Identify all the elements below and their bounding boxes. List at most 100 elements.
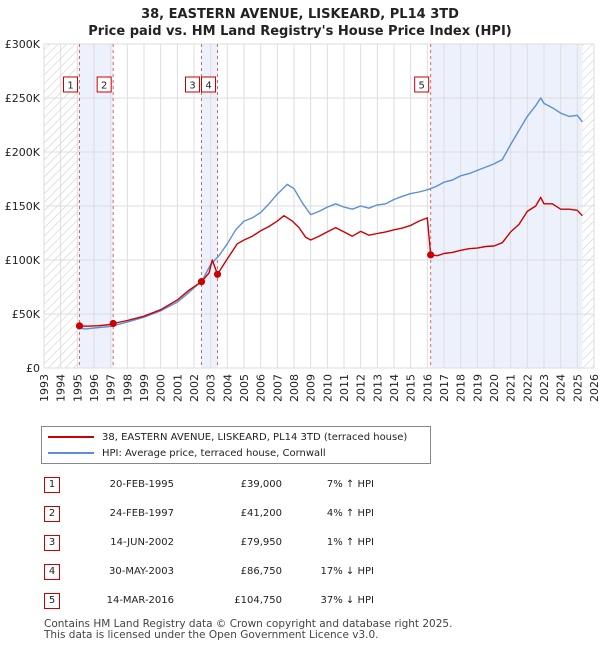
x-tick-label: 1995 <box>71 374 84 402</box>
x-tick-label: 2024 <box>555 374 568 402</box>
hpi-series-line <box>77 97 583 330</box>
transaction-point <box>109 319 117 328</box>
x-tick-label: 2010 <box>321 374 334 402</box>
sale-marker-badge: 4 <box>44 563 60 580</box>
x-tick-label: 1994 <box>55 374 68 402</box>
x-tick-label: 2018 <box>455 374 468 402</box>
sale-price: £86,750 <box>240 566 282 577</box>
table-row: 4 30-MAY-2003 £86,750 17% ↓ HPI <box>40 557 374 586</box>
sale-marker-badge: 1 <box>44 476 60 493</box>
table-row: 5 14-MAR-2016 £104,750 37% ↓ HPI <box>40 586 374 615</box>
x-tick-label: 2015 <box>405 374 418 402</box>
legend-item-hpi: HPI: Average price, terraced house, Corn… <box>48 445 326 461</box>
x-tick-label: 2026 <box>588 374 600 402</box>
sale-marker-badge: 5 <box>44 592 60 609</box>
sale-price: £104,750 <box>234 595 282 606</box>
transaction-marker-label: 2 <box>101 81 107 92</box>
x-tick-label: 1997 <box>105 374 118 402</box>
x-tick-label: 2022 <box>521 374 534 402</box>
legend-swatch-property <box>48 436 94 438</box>
footer-attribution: Contains HM Land Registry data © Crown c… <box>44 619 452 641</box>
x-tick-label: 2008 <box>288 374 301 402</box>
transaction-point <box>75 322 84 330</box>
x-tick-label: 2019 <box>471 374 484 402</box>
y-tick-label: £50K <box>12 308 41 321</box>
sales-table: 1 20-FEB-1995 £39,000 7% ↑ HPI 2 24-FEB-… <box>40 470 374 615</box>
transaction-point <box>213 270 222 278</box>
x-tick-label: 1996 <box>88 374 101 402</box>
y-tick-label: £0 <box>26 362 40 375</box>
x-tick-label: 2025 <box>571 374 584 402</box>
x-tick-label: 2017 <box>438 374 451 402</box>
transaction-marker-box <box>96 76 112 93</box>
x-tick-label: 2001 <box>171 374 184 402</box>
sale-price: £41,200 <box>240 508 282 519</box>
sale-hpi-diff: 4% ↑ HPI <box>326 508 374 519</box>
y-tick-label: £100K <box>5 254 41 267</box>
transaction-marker-label: 4 <box>205 81 211 92</box>
legend-label-property: 38, EASTERN AVENUE, LISKEARD, PL14 3TD (… <box>102 431 408 443</box>
sale-hpi-diff: 17% ↓ HPI <box>320 566 374 577</box>
legend-label-hpi: HPI: Average price, terraced house, Corn… <box>102 447 326 459</box>
x-tick-label: 2021 <box>505 374 518 402</box>
x-tick-label: 2002 <box>188 374 201 402</box>
transaction-marker-label: 5 <box>418 81 424 92</box>
transaction-marker-2: 2 <box>96 76 112 93</box>
x-tick-label: 2016 <box>421 374 434 402</box>
transaction-marker-3: 3 <box>185 76 200 93</box>
transaction-marker-5: 5 <box>414 76 430 93</box>
x-tick-label: 2013 <box>371 374 384 402</box>
footer-line2: This data is licensed under the Open Gov… <box>44 629 379 641</box>
transaction-marker-4: 4 <box>201 76 216 93</box>
sale-date: 14-JUN-2002 <box>110 537 174 548</box>
sale-price: £39,000 <box>240 479 282 490</box>
x-tick-label: 1998 <box>121 374 134 402</box>
x-tick-label: 1999 <box>138 374 151 402</box>
sale-hpi-diff: 1% ↑ HPI <box>326 537 374 548</box>
sale-date: 24-FEB-1997 <box>109 508 174 519</box>
sale-marker-badge: 3 <box>44 534 60 551</box>
transaction-marker-label: 3 <box>189 81 195 92</box>
y-tick-label: £300K <box>5 38 41 51</box>
sale-date: 14-MAR-2016 <box>106 595 174 606</box>
footer-line1: Contains HM Land Registry data © Crown c… <box>44 618 453 630</box>
transaction-marker-box <box>185 76 200 93</box>
x-tick-label: 2020 <box>488 374 501 402</box>
sale-date: 30-MAY-2003 <box>108 566 174 577</box>
legend-item-property: 38, EASTERN AVENUE, LISKEARD, PL14 3TD (… <box>48 429 407 445</box>
chart-title-line1: 38, EASTERN AVENUE, LISKEARD, PL14 3TD <box>141 7 459 22</box>
sale-date: 20-FEB-1995 <box>109 479 174 490</box>
table-row: 1 20-FEB-1995 £39,000 7% ↑ HPI <box>40 470 374 499</box>
transaction-marker-1: 1 <box>63 76 78 93</box>
x-tick-label: 2007 <box>271 374 284 402</box>
x-tick-label: 2014 <box>388 374 401 402</box>
x-tick-label: 2011 <box>338 374 351 402</box>
y-tick-label: £200K <box>5 146 41 159</box>
transaction-marker-box <box>201 76 216 93</box>
chart-title: 38, EASTERN AVENUE, LISKEARD, PL14 3TD P… <box>0 6 600 40</box>
x-tick-label: 2000 <box>155 374 168 402</box>
sale-hpi-diff: 37% ↓ HPI <box>320 595 374 606</box>
y-tick-label: £150K <box>5 200 41 213</box>
transaction-point <box>197 278 206 286</box>
transaction-point <box>427 251 435 259</box>
legend-swatch-hpi <box>48 452 94 454</box>
x-tick-label: 1993 <box>38 374 51 402</box>
sale-price: £79,950 <box>240 537 282 548</box>
table-row: 2 24-FEB-1997 £41,200 4% ↑ HPI <box>40 499 374 528</box>
x-tick-label: 2003 <box>205 374 218 402</box>
x-tick-label: 2012 <box>355 374 368 402</box>
transaction-marker-label: 1 <box>67 81 73 92</box>
x-tick-label: 2006 <box>255 374 268 402</box>
table-row: 3 14-JUN-2002 £79,950 1% ↑ HPI <box>40 528 374 557</box>
transaction-marker-box <box>414 76 430 93</box>
chart-title-line2: Price paid vs. HM Land Registry's House … <box>88 24 512 39</box>
x-tick-label: 2009 <box>305 374 318 402</box>
chart-legend: 38, EASTERN AVENUE, LISKEARD, PL14 3TD (… <box>41 426 431 464</box>
x-tick-label: 2004 <box>221 374 234 402</box>
sale-hpi-diff: 7% ↑ HPI <box>326 479 374 490</box>
sale-marker-badge: 2 <box>44 505 60 522</box>
y-tick-label: £250K <box>5 92 41 105</box>
x-tick-label: 2005 <box>238 374 251 402</box>
